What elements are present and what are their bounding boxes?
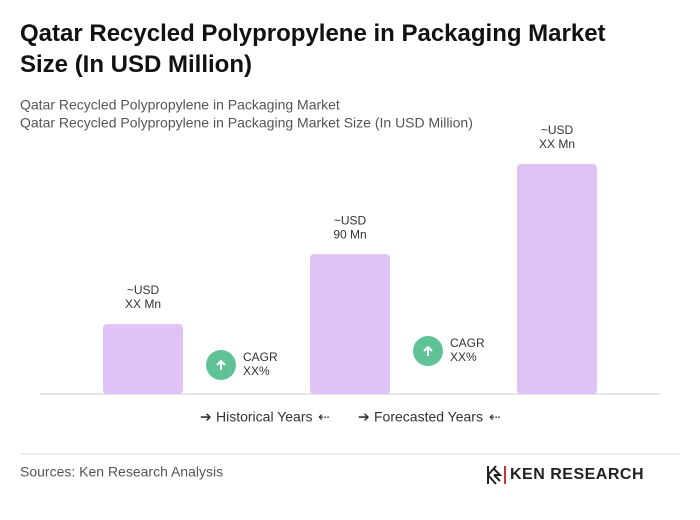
arrow: ⇠: [318, 409, 330, 425]
chart-title: Qatar Recycled Polypropylene in Packagin…: [20, 20, 606, 78]
brand-name: KEN RESEARCH: [510, 466, 644, 483]
title-line: Size (In USD Million): [20, 51, 252, 78]
arrow: ➔: [358, 409, 370, 425]
cagr-arrow: [423, 345, 433, 356]
value-label: ~USD: [127, 283, 160, 297]
cagr-label: XX%: [243, 364, 270, 378]
cagr-label: XX%: [450, 350, 477, 364]
value-label: XX Mn: [539, 137, 575, 151]
value-label: ~USD: [541, 123, 574, 137]
arrow: ⇠: [489, 409, 501, 425]
cagr-arrow: [216, 359, 226, 370]
cagr-label: CAGR: [450, 336, 485, 350]
source: Sources: Ken Research Analysis: [20, 464, 223, 480]
bar: [310, 254, 390, 394]
bar: [517, 164, 597, 394]
title-line: Qatar Recycled Polypropylene in Packagin…: [20, 20, 606, 47]
subtitle: Qatar Recycled Polypropylene in Packagin…: [20, 97, 340, 113]
legend-label: Forecasted Years: [374, 409, 483, 425]
value-label: XX Mn: [125, 297, 161, 311]
value-label: 90 Mn: [333, 227, 366, 241]
subtitle: Qatar Recycled Polypropylene in Packagin…: [20, 115, 473, 131]
brand-logo: [487, 465, 506, 485]
arrow: ➔: [200, 409, 212, 425]
bar: [103, 324, 183, 394]
value-label: ~USD: [334, 213, 367, 227]
cagr-label: CAGR: [243, 350, 278, 364]
legend-label: Historical Years: [216, 409, 313, 425]
